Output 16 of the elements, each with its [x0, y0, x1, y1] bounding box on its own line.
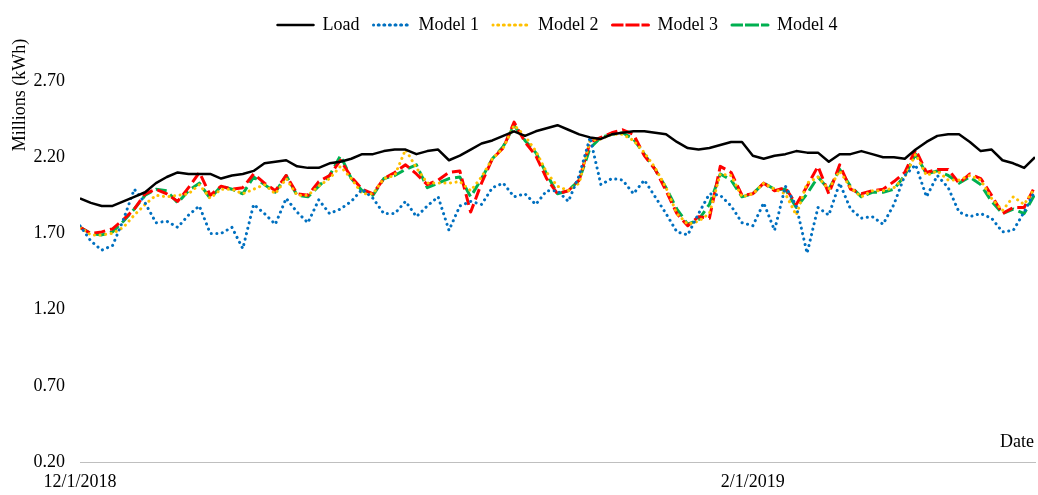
y-tick-label: 0.70: [33, 374, 65, 395]
legend-label: Model 4: [776, 13, 838, 34]
line-series: [80, 135, 1035, 255]
x-axis-title: Date: [1000, 431, 1034, 451]
x-tick-label: 2/1/2019: [720, 470, 785, 491]
y-tick-label: 1.20: [33, 298, 65, 319]
y-tick-label: 2.70: [33, 69, 65, 90]
x-tick-label: 12/1/2018: [43, 470, 117, 491]
y-tick-label: 1.70: [33, 222, 65, 243]
legend-label: Load: [322, 13, 360, 34]
legend-label: Model 1: [418, 13, 479, 34]
y-tick-label: 2.20: [33, 145, 65, 166]
legend-label: Model 2: [538, 13, 599, 34]
y-tick-label: 0.20: [33, 450, 65, 471]
legend-label: Model 3: [657, 13, 718, 34]
y-axis-title: Millions (kWh): [8, 38, 30, 152]
